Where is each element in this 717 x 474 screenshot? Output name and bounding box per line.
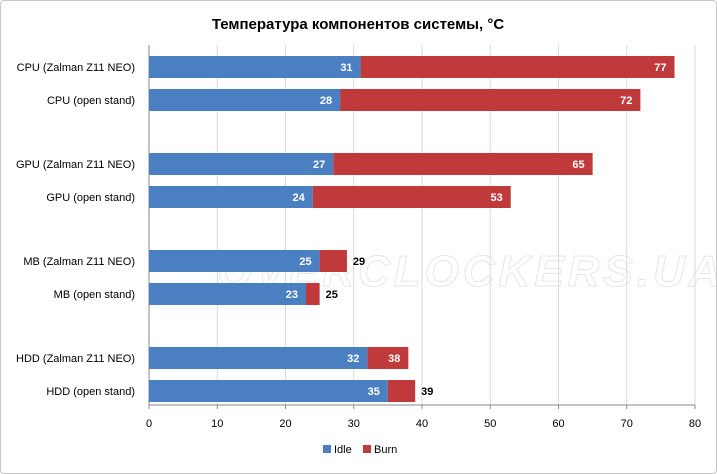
x-tick-label: 40 — [416, 418, 428, 430]
data-label-burn: 25 — [326, 289, 338, 301]
bar-burn — [312, 186, 511, 208]
data-label-burn: 77 — [654, 62, 666, 74]
bar-idle — [149, 186, 313, 208]
bar-idle — [149, 380, 388, 402]
chart-title: Температура компонентов системы, °C — [212, 16, 504, 33]
category-label: GPU (open stand) — [46, 192, 135, 204]
data-label-idle: 28 — [320, 95, 332, 107]
bar-burn — [387, 380, 416, 402]
bar-burn — [305, 283, 320, 305]
category-label: MB (Zalman Z11 NEO) — [23, 256, 135, 268]
data-label-idle: 24 — [293, 192, 306, 204]
x-tick-label: 70 — [621, 418, 633, 430]
bar-burn — [319, 250, 347, 272]
data-label-idle: 35 — [368, 386, 380, 398]
bars-group: 31 77 28 72 27 65 24 53 25 29 23 25 32 38 35 39 — [149, 56, 675, 402]
data-label-burn: 39 — [421, 386, 433, 398]
data-label-burn: 29 — [353, 256, 365, 268]
legend-label-burn: Burn — [374, 444, 397, 456]
category-label: CPU (open stand) — [47, 95, 135, 107]
legend-label-idle: Idle — [334, 444, 352, 456]
category-label: HDD (open stand) — [46, 386, 135, 398]
data-label-idle: 23 — [286, 289, 298, 301]
data-label-idle: 31 — [340, 62, 352, 74]
x-tick-label: 60 — [552, 418, 564, 430]
bar-burn — [360, 56, 675, 78]
data-label-idle: 32 — [347, 353, 359, 365]
bar-idle — [149, 89, 341, 111]
x-tick-label: 0 — [146, 418, 152, 430]
bar-idle — [149, 347, 368, 369]
bar-burn — [367, 347, 409, 369]
category-label: HDD (Zalman Z11 NEO) — [16, 353, 135, 365]
category-label: GPU (Zalman Z11 NEO) — [16, 159, 135, 171]
category-labels: CPU (Zalman Z11 NEO) CPU (open stand) GPU … — [16, 62, 135, 398]
category-label: CPU (Zalman Z11 NEO) — [17, 62, 135, 74]
legend-swatch-idle — [323, 445, 331, 453]
bar-idle — [149, 56, 361, 78]
x-tick-label: 10 — [211, 418, 223, 430]
category-label: MB (open stand) — [54, 289, 135, 301]
x-tick-label: 30 — [348, 418, 360, 430]
data-label-burn: 53 — [490, 192, 502, 204]
x-axis-ticks: 0 10 20 30 40 50 60 70 80 — [146, 405, 701, 430]
data-label-idle: 27 — [313, 159, 325, 171]
x-tick-label: 80 — [689, 418, 701, 430]
bar-idle — [149, 153, 334, 175]
data-label-burn: 65 — [572, 159, 584, 171]
bar-idle — [149, 250, 320, 272]
bar-burn — [340, 89, 641, 111]
x-tick-label: 20 — [279, 418, 291, 430]
data-label-burn: 72 — [620, 95, 632, 107]
bar-burn — [333, 153, 593, 175]
bar-idle — [149, 283, 306, 305]
legend-swatch-burn — [363, 445, 371, 453]
legend: Idle Burn — [323, 444, 397, 456]
data-label-burn: 38 — [388, 353, 400, 365]
x-tick-label: 50 — [484, 418, 496, 430]
data-label-idle: 25 — [299, 256, 311, 268]
